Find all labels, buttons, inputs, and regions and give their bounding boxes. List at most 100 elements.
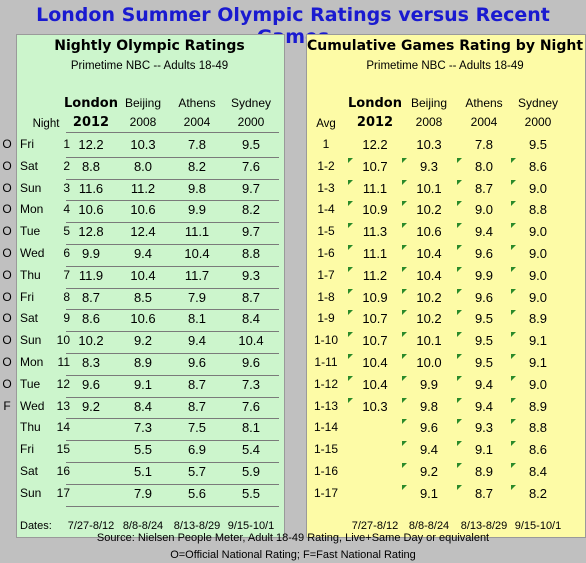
row-day: Sun [20, 333, 42, 348]
rating-flag: O [2, 202, 12, 217]
rating-value: 5.7 [187, 464, 207, 479]
rating-flag: O [2, 246, 12, 260]
cumulative-value: 9.5 [474, 333, 494, 349]
cumulative-value: 9.4 [474, 376, 494, 392]
row-night: 17 [56, 485, 70, 500]
cumulative-value: 9.5 [474, 311, 494, 327]
comment-marker [402, 419, 407, 425]
column-header-name: Athens [465, 96, 503, 110]
rating-value: 10.6 [130, 202, 156, 218]
comment-marker [348, 310, 353, 316]
rating-value: 5.6 [187, 485, 207, 501]
row-day: Mon [20, 355, 44, 369]
comment-marker [511, 179, 516, 185]
comment-marker [402, 484, 407, 490]
cumulative-value: 9.0 [474, 202, 494, 218]
row-divider [66, 200, 279, 202]
comment-marker [348, 179, 353, 185]
row-avg: 1-15 [313, 442, 339, 457]
rating-value: 8.1 [241, 420, 261, 436]
column-header-year: 2008 [415, 115, 443, 129]
rating-value: 9.9 [81, 246, 101, 261]
comment-marker [457, 201, 462, 207]
rating-value: 7.6 [241, 398, 261, 414]
row-night: 15 [56, 442, 70, 457]
cumulative-value: 9.4 [474, 398, 494, 414]
comment-marker [457, 245, 462, 250]
cumulative-value: 11.2 [362, 267, 388, 283]
cumulative-table-subtitle: Primetime NBC -- Adults 18-49 [366, 60, 524, 72]
rating-value: 8.8 [241, 246, 261, 261]
rating-value: 8.7 [187, 398, 207, 414]
rating-value: 10.3 [130, 137, 156, 152]
row-divider [66, 222, 279, 224]
row-day: Wed [20, 398, 45, 413]
cumulative-value: 8.7 [474, 485, 494, 501]
row-night: 7 [63, 267, 70, 282]
row-day: Thu [20, 267, 41, 282]
cumulative-value: 8.6 [528, 442, 548, 458]
rating-value: 10.4 [130, 267, 156, 283]
rating-value: 8.5 [133, 289, 153, 305]
cumulative-value: 9.6 [474, 246, 494, 261]
comment-marker [402, 397, 407, 403]
rating-value: 5.9 [241, 464, 261, 479]
cumulative-value: 7.8 [474, 137, 494, 152]
rating-flag: O [2, 355, 12, 369]
cumulative-value: 9.3 [419, 158, 439, 174]
cumulative-value: 9.6 [419, 420, 439, 436]
cumulative-value: 8.8 [528, 420, 548, 436]
row-day: Sat [20, 464, 39, 478]
row-night: 11 [57, 355, 70, 369]
comment-marker [511, 441, 516, 447]
rating-value: 8.2 [187, 158, 207, 174]
comment-marker [511, 310, 516, 316]
row-night: 16 [56, 464, 70, 478]
cumulative-value: 9.3 [474, 420, 494, 436]
comment-marker [511, 419, 516, 425]
row-divider [66, 462, 279, 463]
row-day: Thu [20, 420, 41, 435]
nightly-table-title: Nightly Olympic Ratings [54, 38, 245, 54]
rating-value: 12.2 [78, 137, 104, 152]
column-header-name: London [64, 96, 118, 111]
cumulative-value: 9.8 [419, 398, 439, 414]
rating-value: 8.1 [187, 311, 207, 327]
rating-value: 8.3 [81, 355, 101, 370]
comment-marker [457, 419, 462, 425]
row-night: 8 [63, 289, 70, 304]
comment-marker [457, 354, 462, 359]
cumulative-value: 10.4 [416, 267, 442, 283]
comment-marker [457, 375, 462, 381]
row-divider [66, 440, 279, 442]
cumulative-value: 9.0 [528, 289, 548, 305]
comment-marker [457, 397, 462, 403]
rating-value: 10.2 [78, 333, 104, 349]
comment-marker [511, 484, 516, 490]
row-avg: 1-12 [313, 376, 339, 391]
row-avg: 1-2 [317, 158, 335, 173]
rating-flag: O [2, 180, 12, 195]
comment-marker [457, 266, 462, 272]
row-night: 13 [56, 398, 70, 413]
comment-marker [511, 332, 516, 338]
row-day: Wed [20, 246, 45, 260]
row-night: 2 [63, 158, 70, 173]
rating-flag: O [2, 289, 12, 304]
row-day: Mon [20, 202, 44, 217]
comment-marker [348, 332, 353, 338]
comment-marker [402, 375, 407, 381]
comment-marker [511, 223, 516, 229]
comment-marker [402, 179, 407, 185]
header-rule [66, 132, 279, 133]
comment-marker [348, 288, 353, 294]
row-night: 5 [63, 224, 70, 239]
row-day: Tue [20, 224, 41, 239]
comment-marker [348, 223, 353, 229]
rating-value: 7.9 [187, 289, 207, 305]
row-divider [66, 156, 279, 158]
rating-value: 11.2 [130, 180, 156, 196]
rating-value: 8.2 [241, 202, 261, 218]
rating-value: 9.4 [133, 246, 153, 261]
rating-value: 10.6 [130, 311, 156, 327]
